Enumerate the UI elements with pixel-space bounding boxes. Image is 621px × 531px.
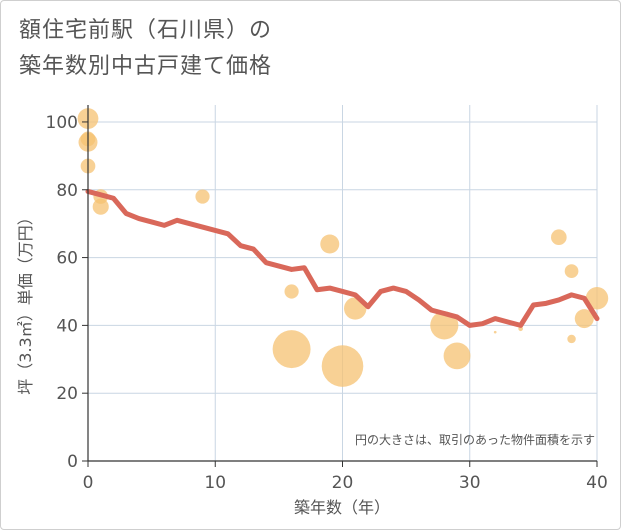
bubble-point bbox=[321, 345, 364, 387]
bubble-point bbox=[443, 342, 471, 370]
y-tick-label: 80 bbox=[56, 181, 78, 201]
bubble-size-note: 円の大きさは、取引のあった物件面積を示す bbox=[355, 432, 595, 447]
x-tick-label: 0 bbox=[83, 473, 94, 493]
grid-lines bbox=[88, 105, 598, 461]
x-tick-label: 30 bbox=[459, 473, 481, 493]
bubble-point bbox=[272, 330, 311, 369]
chart-title-line-2: 築年数別中古戸建て価格 bbox=[19, 54, 273, 79]
chart-title: 額住宅前駅（石川県）の 築年数別中古戸建て価格 bbox=[19, 13, 272, 85]
y-tick-label: 60 bbox=[56, 249, 78, 269]
bubble-point bbox=[585, 287, 609, 310]
chart-title-line-1: 額住宅前駅（石川県）の bbox=[19, 18, 273, 43]
bubble-point bbox=[430, 311, 459, 340]
average-price-line bbox=[85, 188, 600, 328]
bubble-point bbox=[574, 309, 594, 329]
bubble-point bbox=[493, 330, 497, 334]
y-tick-label: 100 bbox=[46, 113, 78, 133]
x-axis-label: 築年数（年） bbox=[294, 498, 390, 517]
bubble-point bbox=[92, 198, 109, 215]
x-tick-label: 20 bbox=[332, 473, 354, 493]
average-line-series bbox=[85, 188, 600, 328]
y-axis-label: 坪（3.3㎡）単価（万円） bbox=[16, 209, 35, 394]
bubble-point bbox=[551, 229, 567, 246]
x-tick-label: 10 bbox=[204, 473, 226, 493]
bubble-point bbox=[567, 334, 576, 344]
y-tick-label: 40 bbox=[56, 316, 78, 336]
bubble-series bbox=[77, 108, 609, 387]
tick-labels: 0 20 40 60 80 100 0 10 20 30 40 bbox=[46, 113, 608, 493]
y-tick-label: 20 bbox=[56, 384, 78, 404]
y-tick-label: 0 bbox=[67, 452, 78, 472]
x-tick-label: 40 bbox=[586, 473, 608, 493]
bubble-point bbox=[564, 264, 579, 278]
bubble-point bbox=[320, 234, 340, 254]
bubble-point bbox=[195, 189, 210, 204]
bubble-point bbox=[284, 284, 299, 299]
